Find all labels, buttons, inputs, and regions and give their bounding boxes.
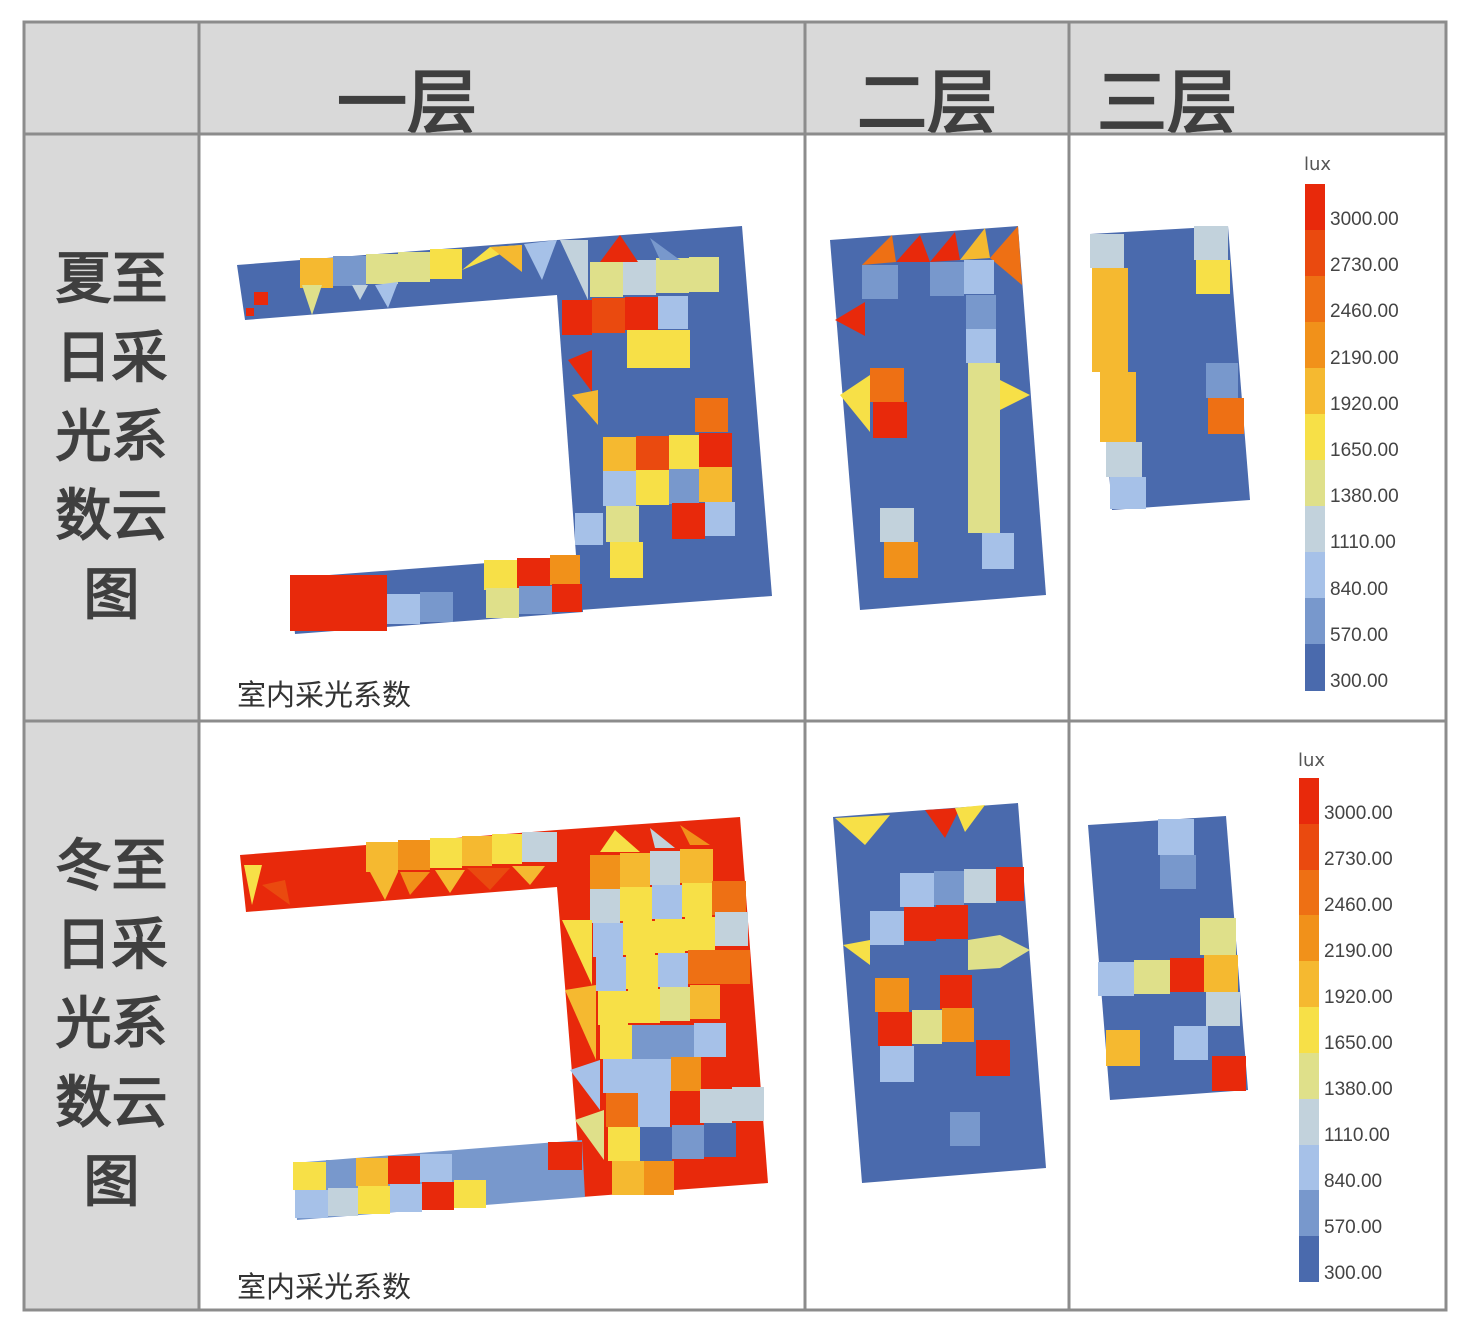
legend-swatch bbox=[1305, 414, 1325, 461]
legend-swatch bbox=[1305, 460, 1325, 507]
legend-tick-label: 840.00 bbox=[1330, 578, 1389, 600]
legend-tick-label: 300.00 bbox=[1324, 1263, 1383, 1284]
legend-tick-label: 1650.00 bbox=[1330, 440, 1399, 461]
legend-tick-label: 2460.00 bbox=[1324, 895, 1393, 916]
legend-swatch bbox=[1299, 869, 1319, 916]
legend-tick-label: 1920.00 bbox=[1330, 393, 1399, 415]
legend-swatch bbox=[1299, 1144, 1319, 1191]
legend-tick-label: 2730.00 bbox=[1324, 849, 1393, 870]
winter-label: 冬至 日采 光系 数云 图 bbox=[55, 834, 168, 1215]
legend-swatch bbox=[1299, 1098, 1319, 1146]
col-header-floor3: 三层 bbox=[1069, 22, 1446, 140]
col-header-floor1: 一层 bbox=[199, 22, 805, 140]
legend-tick-label: 2190.00 bbox=[1324, 941, 1393, 962]
summer-label: 夏至 日采 光系 数云 图 bbox=[55, 247, 168, 628]
legend-swatch bbox=[1299, 823, 1319, 871]
legend-swatch bbox=[1299, 915, 1319, 962]
legend-swatch bbox=[1299, 1052, 1319, 1100]
legend-unit: lux bbox=[1298, 750, 1326, 771]
legend-tick-label: 840.00 bbox=[1324, 1171, 1383, 1192]
legend-tick-label: 2730.00 bbox=[1330, 255, 1399, 277]
floor3-title: 三层 bbox=[1097, 62, 1237, 144]
legend-swatch bbox=[1305, 276, 1325, 323]
legend-tick-label: 1380.00 bbox=[1324, 1079, 1393, 1100]
floor1-title: 一层 bbox=[337, 62, 477, 144]
legend-swatch bbox=[1305, 368, 1325, 415]
legend-tick-label: 1110.00 bbox=[1324, 1125, 1390, 1146]
legend-swatch bbox=[1299, 1007, 1319, 1054]
legend-tick-label: 300.00 bbox=[1330, 671, 1389, 692]
legend-swatch bbox=[1299, 961, 1319, 1008]
legend-swatch bbox=[1305, 322, 1325, 369]
row-header-winter: 冬至 日采 光系 数云 图 bbox=[24, 721, 199, 1310]
summer-caption: 室内采光系数 bbox=[237, 678, 412, 712]
legend-swatch bbox=[1305, 506, 1325, 553]
winter-caption: 室内采光系数 bbox=[237, 1270, 412, 1304]
corner-cell bbox=[24, 22, 199, 134]
legend-tick-label: 2460.00 bbox=[1330, 301, 1399, 323]
legend-unit: lux bbox=[1304, 154, 1332, 175]
legend-tick-label: 1110.00 bbox=[1330, 532, 1396, 554]
legend-swatch bbox=[1305, 598, 1325, 645]
legend-tick-label: 570.00 bbox=[1324, 1217, 1383, 1238]
legend-swatch bbox=[1305, 552, 1325, 599]
legend-swatch bbox=[1299, 778, 1319, 825]
legend-tick-label: 2190.00 bbox=[1330, 347, 1399, 369]
col-header-floor2: 二层 bbox=[805, 22, 1069, 140]
legend-tick-label: 570.00 bbox=[1330, 624, 1389, 646]
legend-tick-label: 1920.00 bbox=[1324, 987, 1393, 1008]
legend-swatch bbox=[1299, 1190, 1319, 1237]
legend-swatch bbox=[1299, 1236, 1319, 1283]
legend-tick-label: 3000.00 bbox=[1324, 803, 1393, 824]
legend-swatch bbox=[1305, 644, 1325, 691]
row-header-summer: 夏至 日采 光系 数云 图 bbox=[24, 134, 199, 721]
legend-tick-label: 1380.00 bbox=[1330, 486, 1399, 508]
legend-tick-label: 3000.00 bbox=[1330, 209, 1399, 230]
legend-swatch bbox=[1305, 184, 1325, 231]
legend-tick-label: 1650.00 bbox=[1324, 1033, 1393, 1054]
floor2-title: 二层 bbox=[857, 62, 997, 144]
legend-swatch bbox=[1305, 230, 1325, 277]
